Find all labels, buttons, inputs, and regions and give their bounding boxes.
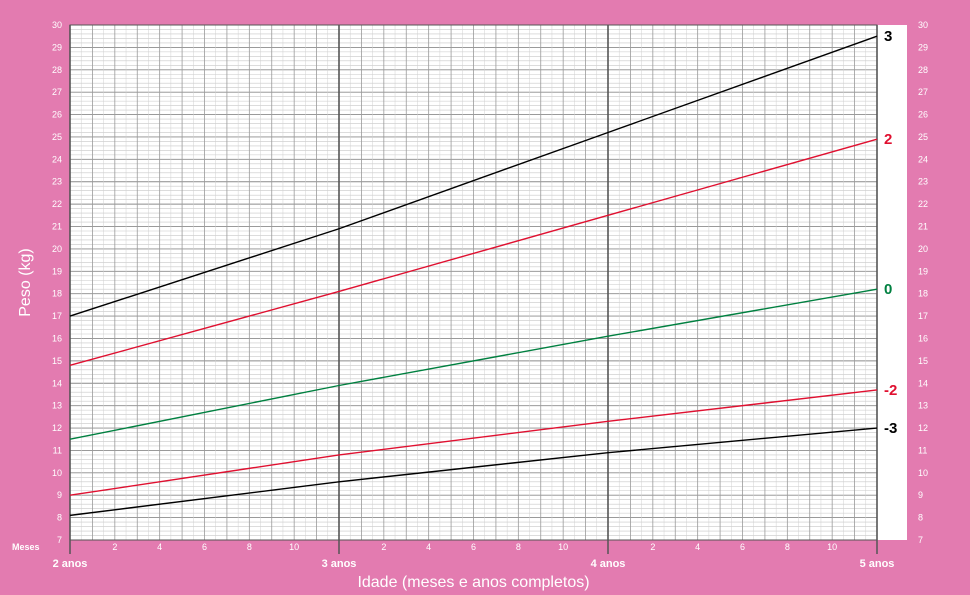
y-tick-label-right: 15 [918,356,928,366]
y-tick-label-left: 29 [52,42,62,52]
y-tick-label-left: 8 [57,513,62,523]
x-month-tick-label: 4 [695,542,700,552]
y-tick-label-right: 13 [918,401,928,411]
x-month-tick-label: 4 [426,542,431,552]
y-tick-label-right: 8 [918,513,923,523]
series-label-minus2: -2 [884,382,897,399]
y-axis-title: Peso (kg) [17,248,34,316]
y-tick-label-right: 22 [918,199,928,209]
y-tick-label-left: 19 [52,266,62,276]
y-tick-label-right: 20 [918,244,928,254]
y-tick-label-left: 25 [52,132,62,142]
x-month-tick-label: 10 [289,542,299,552]
y-tick-label-left: 28 [52,65,62,75]
y-tick-label-right: 30 [918,20,928,30]
x-month-tick-label: 6 [740,542,745,552]
series-line-3 [69,35,878,317]
x-month-tick-label: 6 [471,542,476,552]
x-axis-title: Idade (meses e anos completos) [357,574,589,591]
y-tick-label-right: 11 [918,445,927,455]
x-month-tick-label: 6 [202,542,207,552]
x-month-tick-label: 8 [785,542,790,552]
x-year-tick-label: 3 anos [322,558,357,570]
series-line-2 [69,138,878,367]
y-tick-label-left: 15 [52,356,62,366]
y-tick-label-right: 28 [918,65,928,75]
y-tick-label-right: 18 [918,289,928,299]
y-tick-label-right: 27 [918,87,928,97]
series-label-2: 2 [884,131,892,148]
x-month-tick-label: 10 [827,542,837,552]
x-year-tick-label: 4 anos [591,558,626,570]
x-month-tick-label: 4 [157,542,162,552]
y-tick-label-left: 26 [52,110,62,120]
series-label-0: 0 [884,281,892,298]
series-line-0 [69,288,878,440]
y-tick-label-left: 24 [52,154,62,164]
y-tick-label-right: 23 [918,177,928,187]
y-tick-label-left: 22 [52,199,62,209]
x-month-tick-label: 8 [247,542,252,552]
y-tick-label-left: 14 [52,378,62,388]
y-tick-label-right: 29 [918,42,928,52]
y-tick-label-left: 16 [52,333,62,343]
curve-label-strip [877,25,907,540]
y-tick-label-left: 21 [52,222,62,232]
y-tick-label-left: 30 [52,20,62,30]
series-line-minus3 [69,427,878,517]
y-tick-label-left: 27 [52,87,62,97]
x-year-tick-label: 5 anos [860,558,895,570]
y-tick-label-right: 10 [918,468,928,478]
y-tick-label-right: 21 [918,222,928,232]
y-tick-label-left: 9 [57,490,62,500]
y-tick-label-left: 17 [52,311,62,321]
y-tick-label-right: 7 [918,535,923,545]
series-line-minus2 [69,389,878,496]
y-tick-label-right: 9 [918,490,923,500]
series-label-3: 3 [884,28,892,45]
y-tick-label-right: 25 [918,132,928,142]
y-tick-label-right: 16 [918,333,928,343]
y-tick-label-left: 23 [52,177,62,187]
y-tick-label-left: 12 [52,423,62,433]
y-tick-label-left: 10 [52,468,62,478]
y-tick-label-left: 18 [52,289,62,299]
y-tick-label-right: 17 [918,311,928,321]
series-label-minus3: -3 [884,420,897,437]
y-tick-label-right: 12 [918,423,928,433]
y-tick-label-left: 13 [52,401,62,411]
x-year-tick-label: 2 anos [53,558,88,570]
y-tick-label-left: 20 [52,244,62,254]
y-tick-label-left: 11 [53,445,62,455]
y-tick-label-right: 19 [918,266,928,276]
plot-border [69,24,878,541]
y-tick-label-left: 7 [57,535,62,545]
y-tick-label-right: 14 [918,378,928,388]
x-month-tick-label: 2 [112,542,117,552]
x-month-tick-label: 2 [381,542,386,552]
x-month-tick-label: 10 [558,542,568,552]
months-label: Meses [12,542,40,552]
y-tick-label-right: 24 [918,154,928,164]
x-month-tick-label: 2 [650,542,655,552]
x-month-tick-label: 8 [516,542,521,552]
y-tick-label-right: 26 [918,110,928,120]
